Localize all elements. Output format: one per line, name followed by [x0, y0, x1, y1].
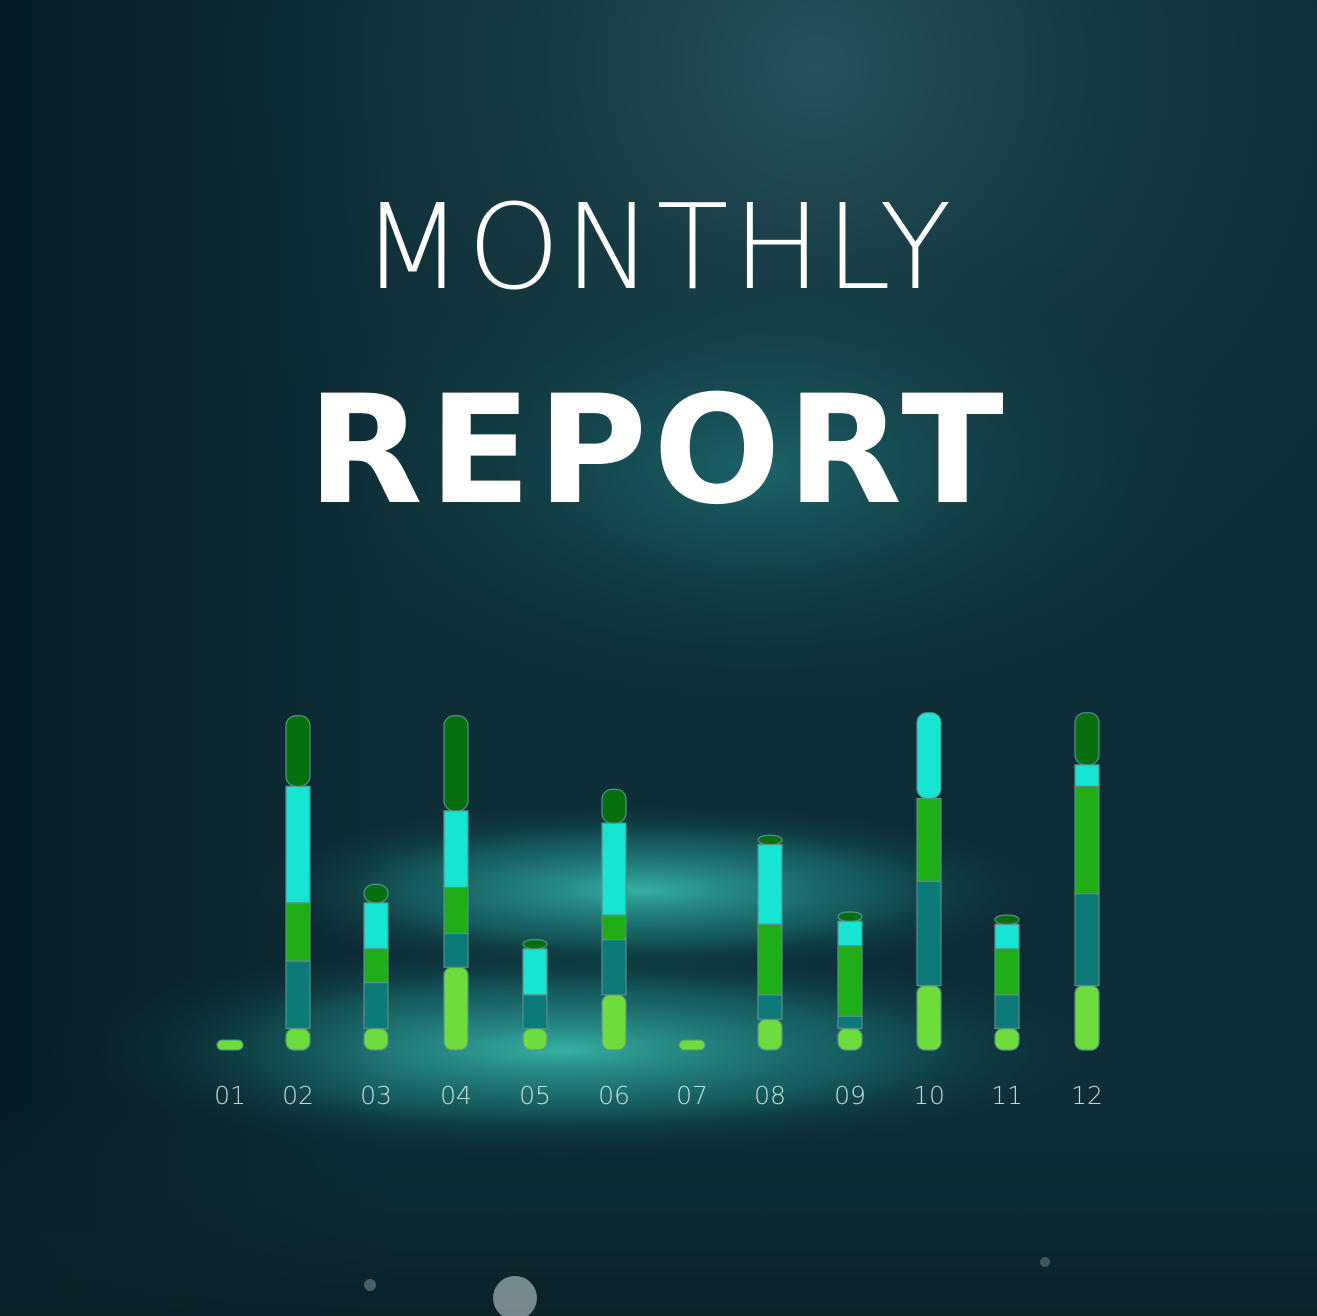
bar-segment [994, 1027, 1020, 1051]
bar-segment [285, 1027, 311, 1051]
bar-segment [363, 902, 389, 950]
bar-segment [285, 715, 311, 787]
bar-segment [522, 938, 548, 950]
bar-segment [363, 981, 389, 1030]
bar-segment [1074, 712, 1100, 766]
bar-segment [757, 834, 783, 846]
bar-segment [757, 1018, 783, 1051]
x-tick-label: 02 [282, 1081, 314, 1110]
bar-segment [916, 712, 942, 800]
x-tick-label: 01 [214, 1081, 246, 1110]
bar-segment [837, 920, 863, 947]
bar-segment [837, 911, 863, 922]
x-tick-label: 11 [991, 1081, 1023, 1110]
bar-segment [216, 1039, 244, 1051]
bar-segment [916, 797, 942, 882]
bar-segment [601, 994, 627, 1051]
bar-segment [443, 810, 469, 889]
bar-segment [601, 914, 627, 941]
title-report: REPORT [307, 364, 1010, 538]
bar-segment [443, 886, 469, 935]
bar-segment [1074, 764, 1100, 787]
x-tick-label: 12 [1071, 1081, 1103, 1110]
bar-segment [1074, 892, 1100, 987]
bar-segment [757, 843, 783, 925]
bar-segment [837, 1027, 863, 1051]
bar-segment [916, 880, 942, 987]
x-tick-label: 10 [913, 1081, 945, 1110]
x-tick-label: 06 [598, 1081, 630, 1110]
x-tick-label: 04 [440, 1081, 472, 1110]
bar-segment [443, 966, 469, 1051]
bar-segment [285, 902, 311, 962]
bar-segment [443, 715, 469, 812]
bar-segment [1074, 984, 1100, 1051]
bar-segment [757, 923, 783, 996]
x-tick-label: 07 [676, 1081, 708, 1110]
bar-segment [994, 994, 1020, 1030]
bar-segment [522, 948, 548, 996]
bar-segment [522, 1027, 548, 1051]
bar-segment [994, 923, 1020, 950]
bar-segment [363, 948, 389, 984]
bar-segment [837, 1015, 863, 1030]
bar-segment [443, 932, 469, 968]
bar-segment [994, 914, 1020, 925]
bar-segment [678, 1039, 706, 1051]
x-tick-label: 08 [754, 1081, 786, 1110]
bar-segment [1074, 785, 1100, 895]
x-tick-label: 03 [360, 1081, 392, 1110]
bar-segment [363, 883, 389, 904]
bar-segment [363, 1027, 389, 1051]
bar-segment [601, 822, 627, 916]
bar-segment [522, 994, 548, 1030]
bar-segment [601, 788, 627, 824]
bar-segment [285, 960, 311, 1030]
x-tick-label: 05 [519, 1081, 551, 1110]
bar-segment [601, 938, 627, 996]
bar-segment [916, 984, 942, 1051]
bar-segment [994, 948, 1020, 996]
bar-segment [837, 945, 863, 1017]
x-tick-label: 09 [834, 1081, 866, 1110]
title-monthly: MONTHLY [361, 178, 956, 316]
bar-segment [285, 785, 311, 904]
bar-segment [757, 994, 783, 1020]
